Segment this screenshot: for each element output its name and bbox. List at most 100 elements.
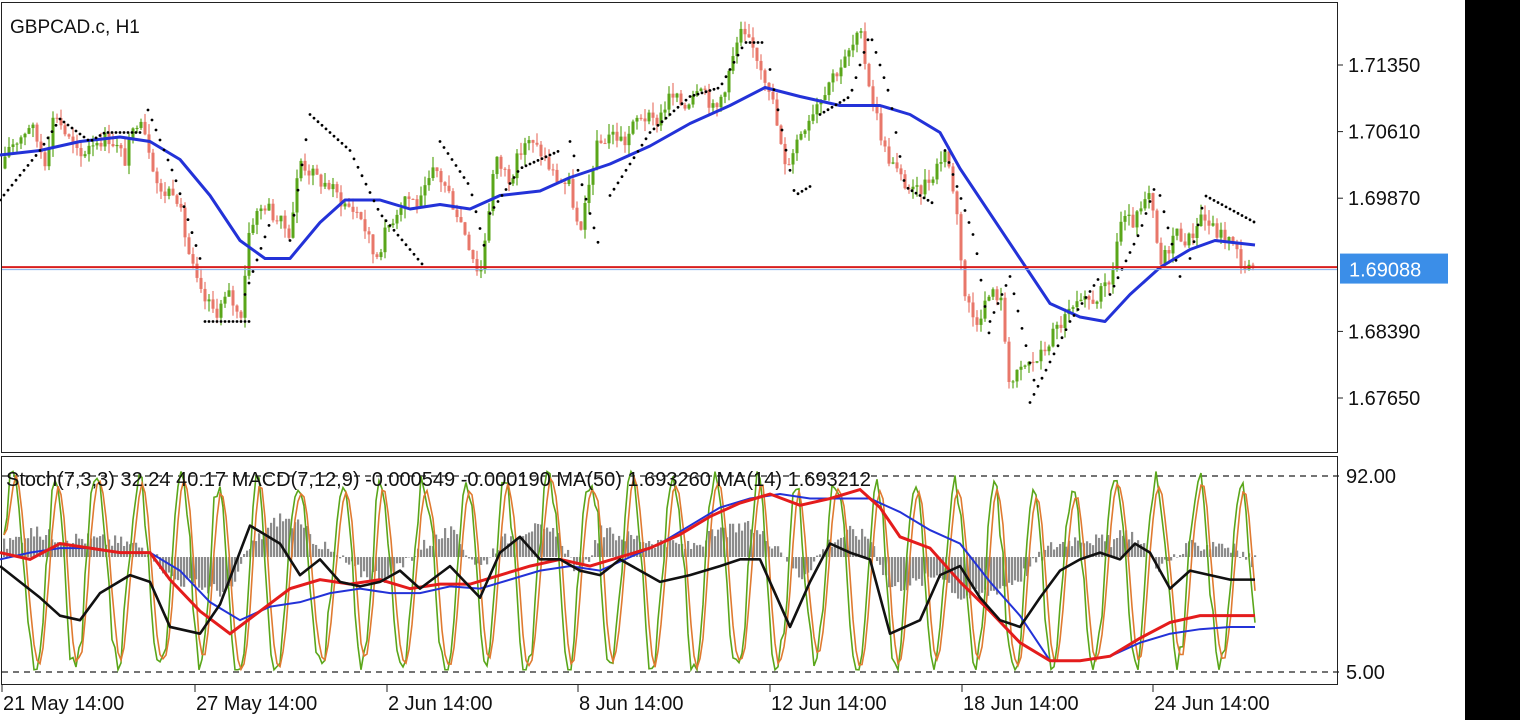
sar-dot	[1241, 214, 1244, 217]
candle-bull	[1140, 208, 1143, 211]
candle-bear	[364, 219, 367, 231]
time-tick-label: 27 May 14:00	[196, 693, 317, 715]
candle-bear	[464, 222, 467, 234]
macd-histogram-bar	[1059, 544, 1061, 557]
macd-histogram-bar	[387, 557, 389, 576]
candle-bear	[624, 137, 627, 146]
macd-histogram-bar	[348, 557, 350, 565]
sar-dot	[345, 146, 348, 149]
candle-bear	[44, 152, 47, 166]
macd-histogram-bar	[618, 536, 620, 557]
sar-dot	[1253, 221, 1256, 224]
sar-dot	[641, 144, 644, 147]
sar-dot	[1167, 227, 1170, 230]
candle-bull	[1196, 226, 1199, 238]
candle-bull	[1048, 346, 1051, 351]
macd-histogram-bar	[702, 547, 704, 557]
price-tick-label: 1.69870	[1348, 188, 1420, 210]
sar-dot	[1053, 353, 1056, 356]
sar-dot	[467, 182, 470, 185]
candle-bear	[756, 48, 759, 61]
candle-bull	[1016, 370, 1019, 382]
candle-bear	[176, 195, 179, 204]
sar-dot	[809, 185, 812, 188]
sar-dot	[451, 158, 454, 161]
sar-dot	[212, 320, 215, 323]
candle-bear	[64, 125, 67, 134]
sar-dot	[823, 111, 826, 114]
macd-histogram-bar	[135, 543, 137, 557]
candle-bull	[728, 71, 731, 93]
sar-dot	[369, 191, 372, 194]
sar-dot	[483, 244, 486, 247]
candle-bear	[1216, 223, 1219, 237]
candle-bear	[180, 204, 183, 208]
sar-dot	[75, 130, 78, 133]
candle-bear	[532, 140, 535, 143]
candle-bull	[700, 89, 703, 91]
sar-dot	[1193, 240, 1196, 243]
sar-dot	[589, 212, 592, 215]
candle-bear	[1252, 265, 1255, 266]
candle-bull	[228, 290, 231, 296]
sar-dot	[835, 104, 838, 107]
sar-dot	[115, 131, 118, 134]
macd-histogram-bar	[717, 530, 719, 557]
sar-dot	[545, 155, 548, 158]
sar-dot	[175, 179, 178, 182]
sar-dot	[228, 320, 231, 323]
sar-dot	[417, 258, 420, 261]
sar-dot	[831, 106, 834, 109]
macd-histogram-bar	[564, 554, 566, 557]
macd-histogram-bar	[738, 524, 740, 557]
sar-dot	[248, 320, 251, 323]
sar-dot	[71, 127, 74, 130]
macd-histogram-bar	[492, 548, 494, 557]
macd-histogram-bar	[690, 549, 692, 557]
macd-histogram-bar	[465, 555, 467, 557]
candle-bear	[100, 143, 103, 146]
candle-bull	[1212, 223, 1215, 225]
candle-bull	[1012, 381, 1015, 382]
macd-histogram-bar	[816, 556, 818, 557]
sar-dot	[1017, 310, 1020, 313]
sar-dot	[111, 131, 114, 134]
sar-dot	[972, 233, 975, 236]
macd-histogram-bar	[1161, 557, 1163, 564]
candle-bull	[980, 319, 983, 325]
sar-dot	[15, 179, 18, 182]
macd-histogram-bar	[861, 529, 863, 557]
sar-dot	[1237, 212, 1240, 215]
candle-bull	[812, 114, 815, 120]
candle-bull	[824, 95, 827, 100]
sar-dot	[35, 154, 38, 157]
candle-bull	[1020, 367, 1023, 370]
candle-bear	[976, 317, 979, 325]
candle-bull	[924, 180, 927, 195]
sar-dot	[968, 221, 971, 224]
candle-bull	[1112, 270, 1115, 285]
candle-bear	[196, 264, 199, 278]
sar-dot	[79, 133, 82, 136]
candle-bull	[136, 128, 139, 129]
macd-histogram-bar	[183, 557, 185, 587]
candle-bear	[748, 34, 751, 37]
candle-bear	[316, 169, 319, 175]
sar-dot	[260, 247, 263, 250]
time-tick-label: 18 Jun 14:00	[963, 693, 1079, 715]
sar-dot	[1029, 362, 1032, 365]
macd-histogram-bar	[1086, 541, 1088, 557]
macd-histogram-bar	[339, 557, 341, 558]
sar-dot	[1245, 216, 1248, 219]
sar-dot	[513, 176, 516, 179]
candle-bear	[1044, 350, 1047, 352]
sar-dot	[805, 188, 808, 191]
candle-bull	[420, 195, 423, 206]
candle-bull	[4, 157, 7, 169]
sar-dot	[777, 108, 780, 111]
candle-bull	[528, 140, 531, 143]
macd-histogram-bar	[891, 557, 893, 587]
macd-histogram-bar	[795, 557, 797, 569]
